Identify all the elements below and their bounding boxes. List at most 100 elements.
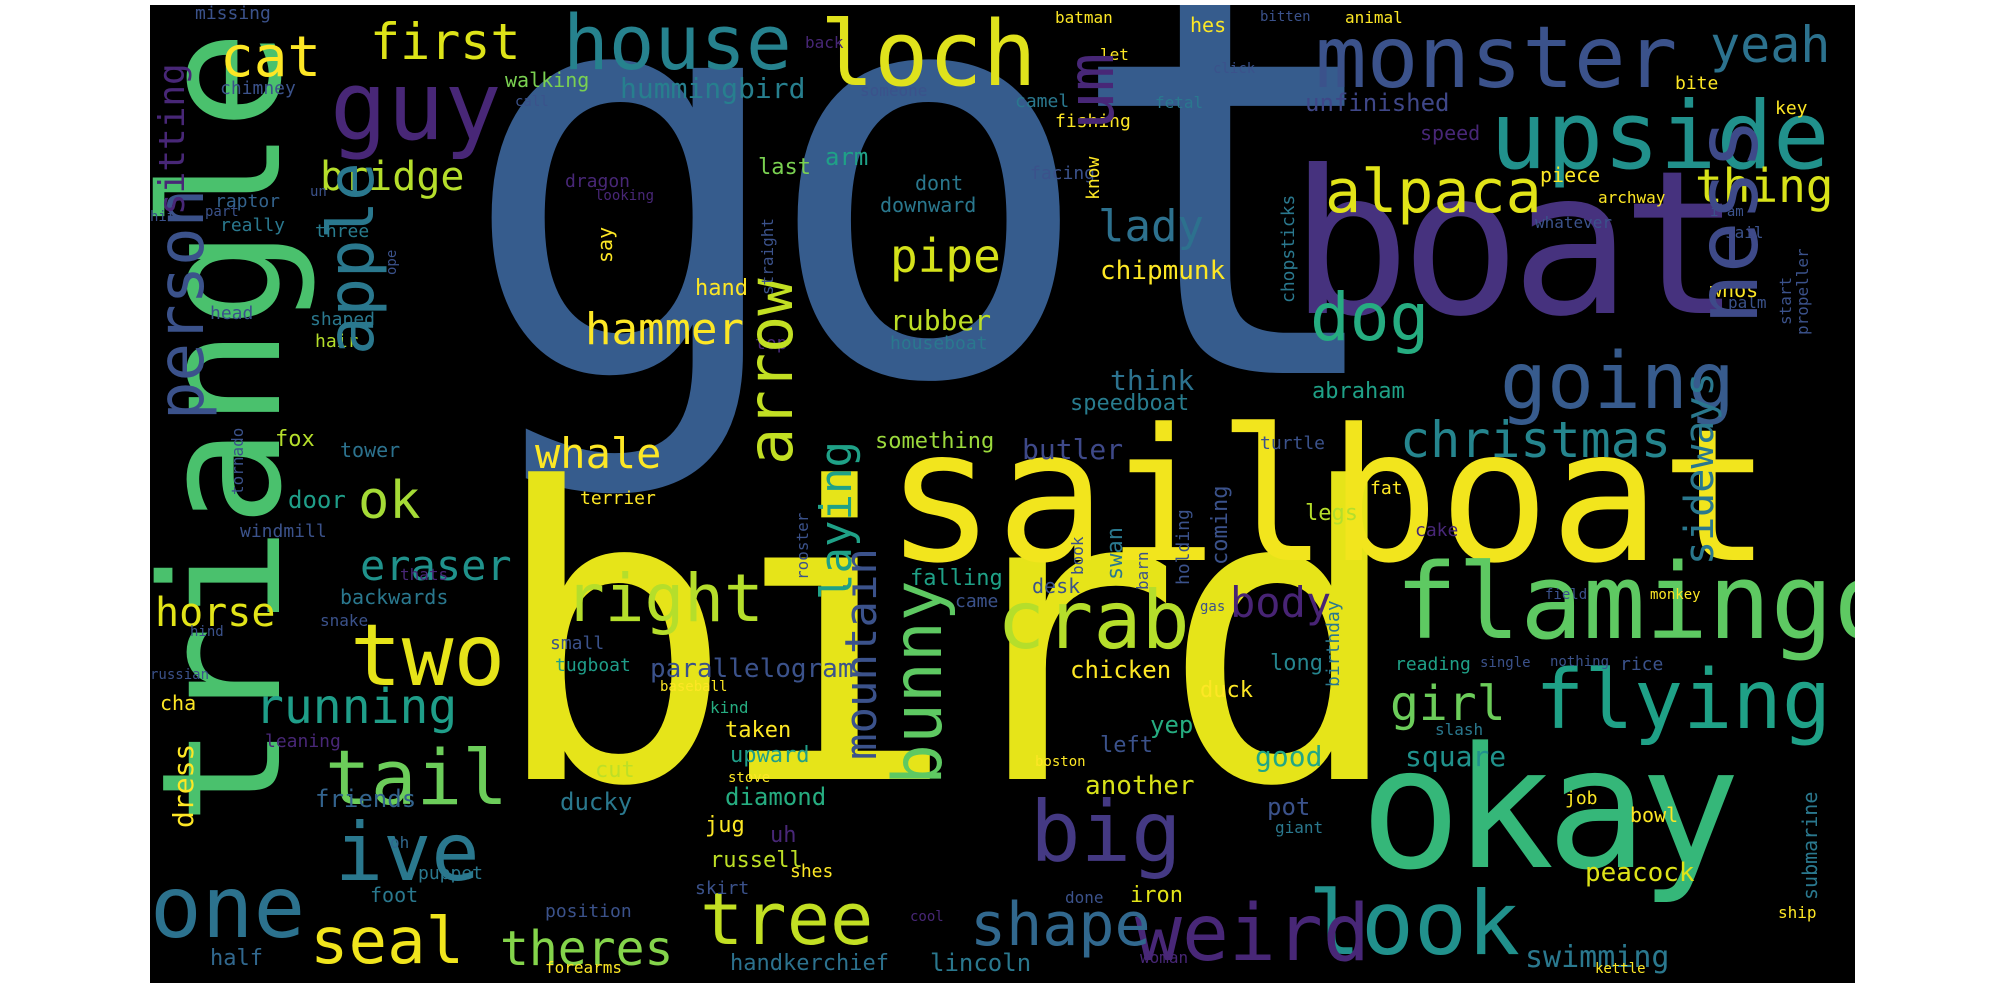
word-look: look <box>1308 872 1520 975</box>
word-dragon: dragon <box>565 171 631 192</box>
word-woman: woman <box>1140 948 1189 967</box>
word-weird: weird <box>1135 889 1370 979</box>
word-boston: boston <box>1035 754 1086 770</box>
word-sail: sail <box>1725 223 1764 242</box>
word-parallelogram: parallelogram <box>650 654 854 684</box>
word-kettle: kettle <box>1595 961 1646 977</box>
word-swimming: swimming <box>1525 940 1670 975</box>
word-walking: walking <box>505 68 590 92</box>
word-lady: lady <box>1098 201 1204 252</box>
word-legs: legs <box>1305 501 1358 526</box>
word-dog: dog <box>1310 279 1430 356</box>
word-upside: upside <box>1490 82 1830 191</box>
word-jug: jug <box>705 813 745 838</box>
word-leaning: leaning <box>265 731 341 752</box>
word-ducky: ducky <box>560 788 633 816</box>
word-call: call <box>515 94 549 110</box>
word-falling: falling <box>910 566 1003 591</box>
word-chipmunk: chipmunk <box>1100 256 1226 286</box>
word-hes: hes <box>1190 13 1227 37</box>
word-animal: animal <box>1345 8 1403 27</box>
word-single: single <box>1480 655 1531 671</box>
word-top: top <box>755 333 788 354</box>
word-tower: tower <box>340 438 401 462</box>
word-first: first <box>370 13 521 71</box>
word-good: good <box>1255 740 1323 773</box>
word-tail: tail <box>325 733 509 822</box>
word-bite: bite <box>1675 73 1719 94</box>
word-straight: straight <box>758 217 777 295</box>
word-girl: girl <box>1390 676 1506 732</box>
word-really: really <box>220 215 286 236</box>
word-yep: yep <box>1150 711 1194 739</box>
word-chimney: chimney <box>220 78 296 99</box>
word-desk: desk <box>1032 574 1081 598</box>
word-cake: cake <box>1415 520 1459 541</box>
word-speed: speed <box>1420 121 1481 145</box>
word-cloud: got bird sailboat boat okay triangle fla… <box>150 5 1855 983</box>
word-seal: seal <box>310 905 465 979</box>
word-upward: upward <box>730 743 810 768</box>
word-eraser: eraser <box>360 541 512 590</box>
word-handkerchief: handkerchief <box>730 951 889 976</box>
word-cat: cat <box>220 25 322 90</box>
word-another: another <box>1085 771 1195 801</box>
word-let: let <box>1100 45 1129 64</box>
word-ive: ive <box>335 806 480 899</box>
word-pipe: pipe <box>890 229 1001 283</box>
word-iron: iron <box>1130 883 1183 908</box>
word-field: field <box>1545 587 1588 603</box>
word-hair: hair <box>315 331 359 352</box>
word-one: one <box>150 858 306 958</box>
word-arrow: arrow <box>734 278 807 465</box>
word-whos: whos <box>1710 278 1759 302</box>
word-hammer: hammer <box>585 304 744 355</box>
word-russell: russell <box>710 848 803 873</box>
word-camel: camel <box>1015 91 1070 112</box>
word-body: body <box>1230 578 1332 627</box>
word-friends: friends <box>315 785 417 813</box>
word-batman: batman <box>1055 8 1113 27</box>
word-foot: foot <box>370 883 419 907</box>
word-submarine: submarine <box>1798 791 1822 900</box>
word-right: right <box>565 560 764 637</box>
word-fat: fat <box>1370 478 1403 499</box>
word-duck: duck <box>1200 678 1253 703</box>
word-rice: rice <box>1620 654 1664 675</box>
word-unfinished: unfinished <box>1305 89 1450 117</box>
word-dont: dont <box>915 171 964 195</box>
word-snake: snake <box>320 611 369 630</box>
word-book: book <box>1068 536 1087 575</box>
word-left: left <box>1100 733 1153 758</box>
word-facing: facing <box>1030 163 1096 184</box>
word-last: last <box>758 155 811 180</box>
word-houseboat: houseboat <box>890 333 988 354</box>
word-forearms: forearms <box>545 958 623 977</box>
word-swan: swan <box>1103 527 1128 580</box>
word-cool: cool <box>910 909 944 925</box>
word-boat: boat <box>1290 128 1742 361</box>
word-hand: hand <box>695 276 748 301</box>
word-abraham: abraham <box>1312 379 1405 404</box>
word-sitting: sitting <box>152 63 193 215</box>
word-nothing: nothing <box>1550 654 1610 670</box>
word-tree: tree <box>700 877 874 961</box>
word-guy: guy <box>330 52 502 162</box>
word-bunny: bunny <box>879 580 958 785</box>
word-fishing: fishing <box>1055 111 1131 132</box>
word-position: position <box>545 901 632 922</box>
word-fetal: fetal <box>1155 93 1204 112</box>
word-half: half <box>210 946 263 971</box>
word-bitten: bitten <box>1260 9 1311 25</box>
word-hummingbird: hummingbird <box>620 72 806 105</box>
word-baseball: baseball <box>660 679 728 695</box>
word-two: two <box>350 606 506 706</box>
word-ness: ness <box>1678 117 1778 325</box>
word-house: house <box>563 5 792 87</box>
word-um: um <box>1055 52 1129 130</box>
word-windmill: windmill <box>240 521 327 542</box>
word-terrier: terrier <box>580 488 656 509</box>
word-coming: coming <box>1208 485 1233 565</box>
word-ok: ok <box>358 471 421 531</box>
word-rubber: rubber <box>890 304 992 337</box>
